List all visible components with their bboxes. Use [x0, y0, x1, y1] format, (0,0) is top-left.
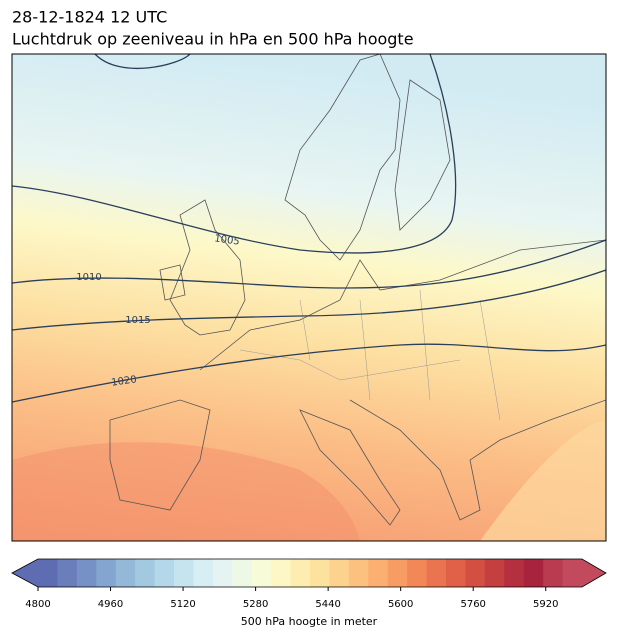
colorbar-segment	[523, 559, 544, 587]
coastline	[284, 54, 401, 261]
colorbar-segment	[174, 559, 194, 587]
colorbar: 4800 4960 5120 5280 5440 5600 5760 5920	[11, 558, 607, 610]
coastline	[159, 264, 186, 301]
coastline	[199, 239, 606, 371]
height-field	[12, 442, 360, 541]
colorbar-segment	[154, 559, 175, 587]
coastline	[394, 79, 451, 231]
isobar	[12, 239, 606, 289]
colorbar-segment	[271, 559, 292, 587]
isobar-label: 1015	[125, 315, 150, 326]
height-field	[480, 420, 606, 541]
coastline	[109, 399, 211, 511]
colorbar-segment	[484, 559, 505, 587]
colorbar-segment	[368, 559, 389, 587]
colorbar-segment	[387, 559, 408, 587]
map-title: Luchtdruk op zeeniveau in hPa en 500 hPa…	[12, 30, 414, 49]
colorbar-segment	[562, 559, 583, 587]
colorbar-tick-label: 5760	[460, 599, 485, 610]
coastline	[299, 409, 401, 526]
colorbar-tick-label: 4960	[98, 599, 123, 610]
colorbar-tick-label: 4800	[25, 599, 50, 610]
colorbar-segment	[38, 559, 58, 587]
coastline	[349, 399, 606, 521]
isobar	[12, 343, 606, 403]
colorbar-segment	[212, 559, 233, 587]
isobar-label: 1020	[111, 374, 138, 388]
map-frame	[11, 53, 607, 542]
colorbar-segment	[426, 559, 447, 587]
colorbar-tick-label: 5440	[315, 599, 340, 610]
borders	[239, 289, 501, 421]
colorbar-extend	[582, 559, 606, 587]
colorbar-label: 500 hPa hoogte in meter	[241, 615, 378, 628]
colorbar-segment	[348, 559, 369, 587]
colorbar-segment	[290, 559, 311, 587]
colorbar-tick-label: 5120	[170, 599, 195, 610]
colorbar-segment	[115, 559, 136, 587]
colorbar-segment	[543, 559, 564, 587]
colorbar-segment	[446, 559, 466, 587]
isobar-label: 1010	[76, 272, 101, 283]
colorbar-segment	[57, 559, 78, 587]
colorbar-tick-label: 5280	[243, 599, 268, 610]
colorbar-tick-label: 5600	[388, 599, 413, 610]
colorbar-segment	[504, 559, 525, 587]
isobar-label: 1005	[214, 233, 241, 247]
colorbar-segment	[329, 559, 350, 587]
map-time: 28-12-1824 12 UTC	[12, 8, 167, 27]
colorbar-segment	[465, 559, 486, 587]
colorbar-segment	[135, 559, 156, 587]
isobar	[12, 269, 606, 331]
colorbar-segment	[232, 559, 253, 587]
colorbar-segment	[76, 559, 97, 587]
coastline	[169, 199, 246, 336]
map: 1005 1010 1015 1020	[12, 54, 606, 541]
isobar	[12, 54, 457, 254]
colorbar-segment	[310, 559, 330, 587]
colorbar-segment	[407, 559, 428, 587]
colorbar-tick-label: 5920	[533, 599, 558, 610]
colorbar-segment	[193, 559, 214, 587]
isobar	[94, 54, 191, 69]
colorbar-segment	[96, 559, 117, 587]
colorbar-extend	[12, 559, 38, 587]
colorbar-segment	[251, 559, 272, 587]
